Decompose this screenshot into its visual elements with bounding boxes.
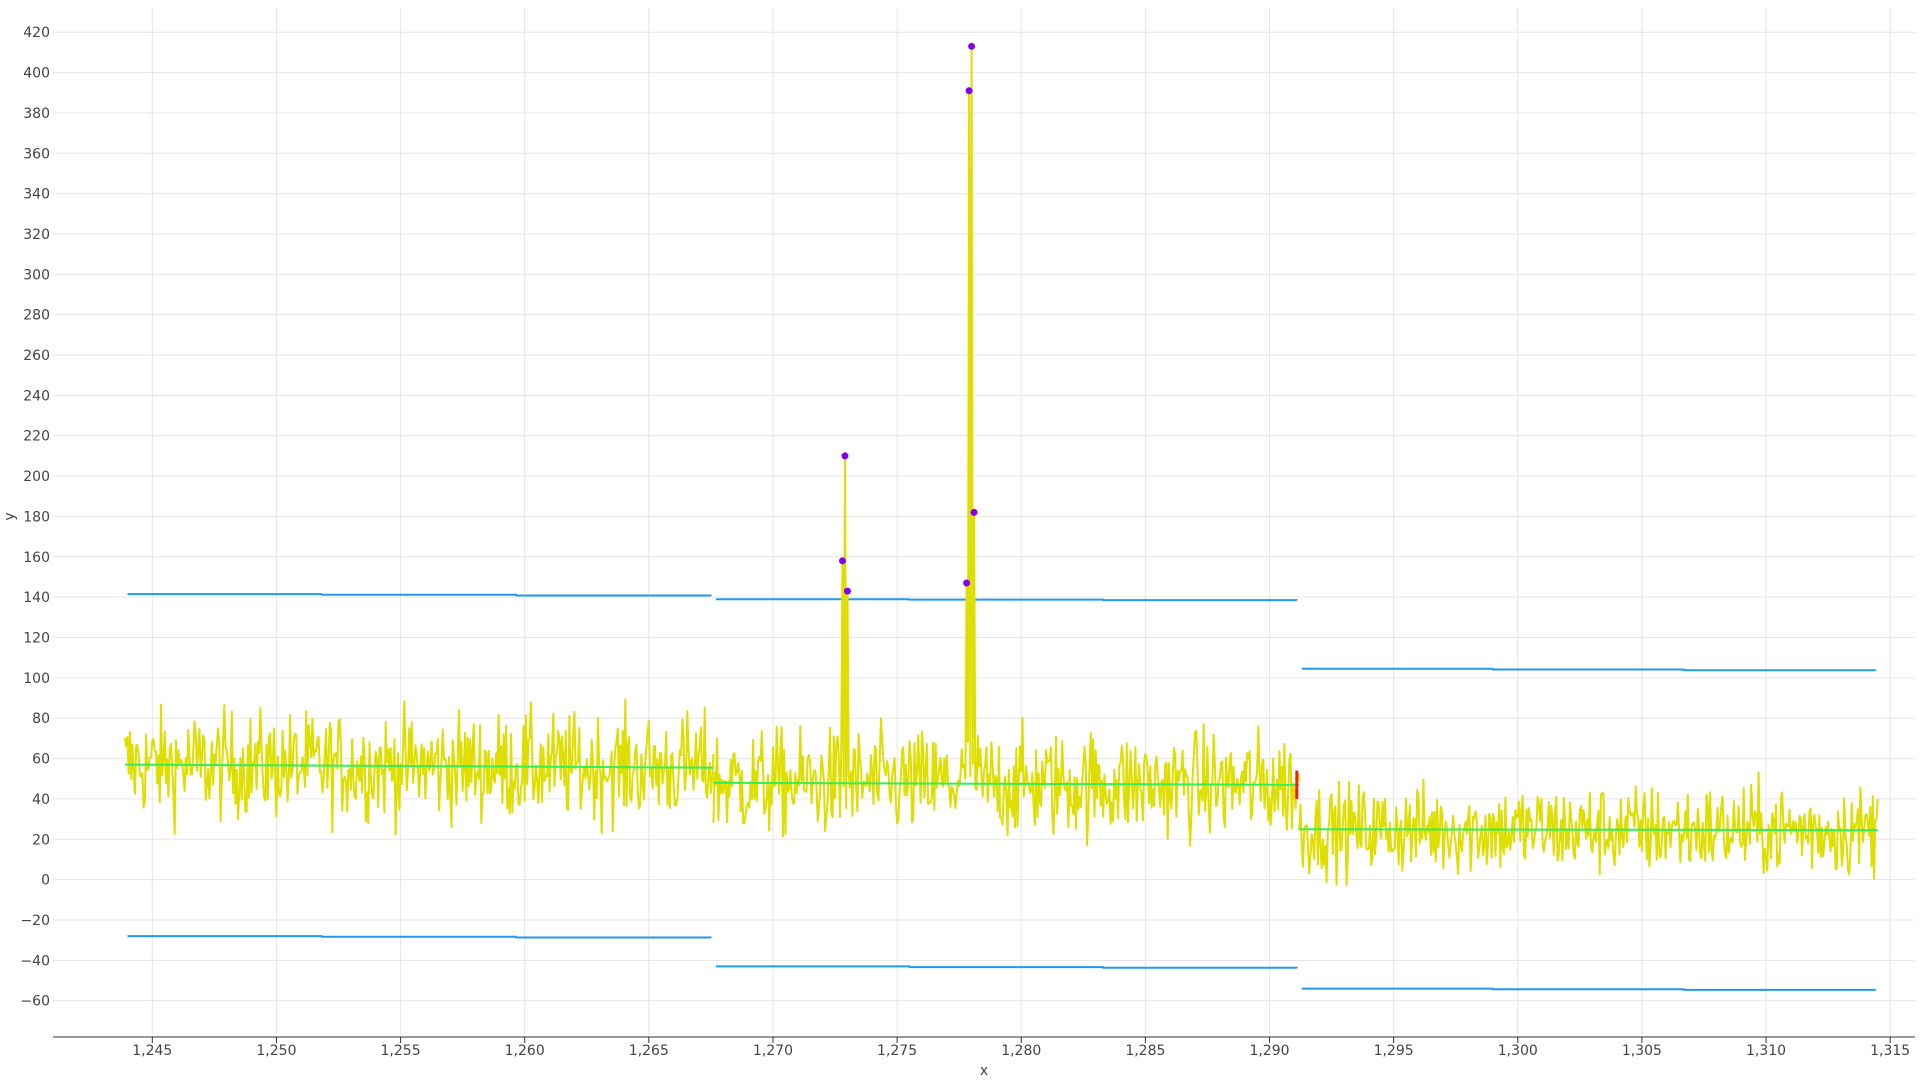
x-tick-label: 1,305	[1622, 1043, 1662, 1059]
x-tick-label: 1,285	[1125, 1043, 1165, 1059]
upper-bound-segment-3	[1301, 667, 1877, 672]
y-tick-label: 80	[32, 711, 50, 727]
confidence-bounds	[127, 593, 1877, 991]
grid	[53, 8, 1915, 1037]
y-tick-label: 120	[23, 631, 50, 647]
y-tick-label: 180	[23, 509, 50, 525]
x-tick-label: 1,295	[1374, 1043, 1414, 1059]
y-tick-label: 300	[23, 267, 50, 283]
x-tick-label: 1,315	[1870, 1043, 1910, 1059]
x-tick-label: 1,300	[1498, 1043, 1538, 1059]
anomaly-point	[963, 579, 971, 587]
upper-bound-segment-2	[715, 598, 1298, 602]
y-tick-label: 280	[23, 308, 50, 324]
y-tick-label: 160	[23, 550, 50, 566]
x-tick-label: 1,260	[505, 1043, 545, 1059]
lower-bound-segment-3	[1301, 987, 1877, 991]
y-tick-label: 240	[23, 388, 50, 404]
signal-line-segment-1	[124, 698, 715, 836]
axes: 1,245 1,250 1,255 1,260 1,265 1,270 1,275 1,280…	[20, 25, 1915, 1059]
mean-line-segment-3	[1299, 828, 1878, 832]
y-tick-label: 140	[23, 590, 50, 606]
y-tick-label: 320	[23, 227, 50, 243]
anomaly-point	[965, 87, 973, 95]
y-tick-label: 20	[32, 832, 50, 848]
x-tick-label: 1,255	[381, 1043, 421, 1059]
x-tick-label: 1,310	[1746, 1043, 1786, 1059]
y-tick-label: 420	[23, 25, 50, 41]
signal-line-segment-2	[712, 45, 1301, 847]
signal-series	[124, 45, 1879, 886]
y-axis-title: y	[2, 512, 18, 520]
y-tick-label: 340	[23, 187, 50, 203]
upper-bound-segment-1	[127, 593, 712, 597]
y-tick-label: 360	[23, 146, 50, 162]
mean-series	[124, 763, 1878, 832]
x-tick-label: 1,290	[1249, 1043, 1289, 1059]
y-tick-label: −20	[20, 913, 50, 929]
anomaly-point	[838, 557, 846, 565]
y-tick-label: 220	[23, 429, 50, 445]
y-tick-label: 200	[23, 469, 50, 485]
lower-bound-segment-1	[127, 935, 712, 939]
y-tick-label: 380	[23, 106, 50, 122]
signal-line-segment-3	[1298, 771, 1879, 886]
mean-line-segment-1	[124, 763, 714, 769]
x-tick-label: 1,245	[132, 1043, 172, 1059]
anomaly-point	[968, 42, 976, 50]
y-tick-label: −60	[20, 994, 50, 1010]
y-tick-label: 400	[23, 66, 50, 82]
lower-bound-segment-2	[715, 965, 1298, 969]
x-tick-label: 1,270	[753, 1043, 793, 1059]
x-tick-label: 1,265	[629, 1043, 669, 1059]
anomaly-point	[843, 587, 851, 595]
x-tick-label: 1,280	[1001, 1043, 1041, 1059]
y-tick-label: −40	[20, 953, 50, 969]
y-tick-label: 0	[41, 873, 50, 889]
anomaly-markers	[838, 42, 978, 595]
y-tick-label: 60	[32, 752, 50, 768]
y-tick-label: 100	[23, 671, 50, 687]
x-tick-label: 1,250	[256, 1043, 296, 1059]
anomaly-point	[841, 452, 849, 460]
y-tick-label: 40	[32, 792, 50, 808]
x-axis-title: x	[980, 1063, 988, 1079]
y-tick-label: 260	[23, 348, 50, 364]
anomaly-point	[970, 508, 978, 516]
x-tick-label: 1,275	[877, 1043, 917, 1059]
mean-line-segment-2	[713, 781, 1300, 786]
